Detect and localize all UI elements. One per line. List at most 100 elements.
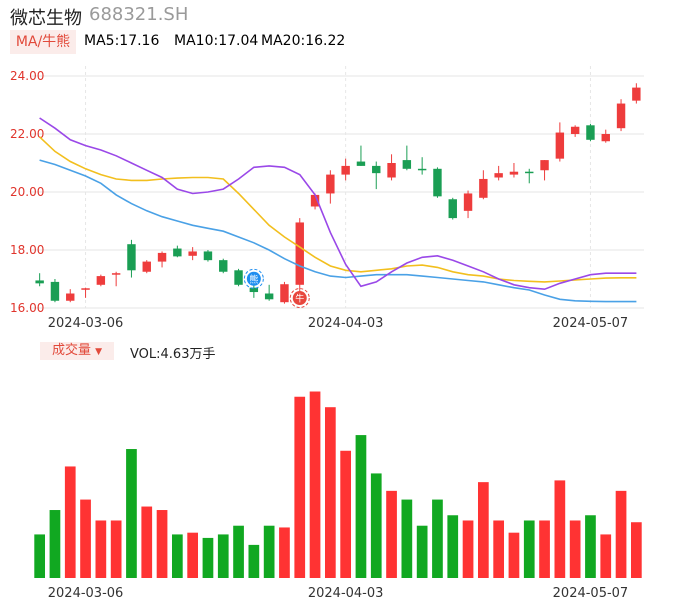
y-tick-label: 16.00 — [10, 301, 44, 315]
candle-body — [387, 163, 396, 178]
candle-body — [81, 288, 90, 290]
candle-body — [601, 134, 610, 142]
volume-bar — [171, 534, 183, 578]
candle-body — [479, 178, 488, 198]
ma20-label: MA20:16.22 — [261, 33, 346, 49]
candle-body — [264, 293, 274, 300]
stock-name: 微芯生物 — [10, 8, 82, 29]
volume-bar — [126, 449, 137, 578]
volume-bar — [493, 520, 505, 578]
volume-x-tick-label: 2024-03-06 — [48, 586, 124, 601]
candle-body — [234, 270, 243, 285]
candle-body — [570, 126, 580, 134]
candle-body — [66, 293, 75, 301]
ma5-label: MA5:17.16 — [84, 33, 160, 49]
x-tick-label: 2024-03-06 — [48, 316, 124, 331]
y-tick-label: 20.00 — [10, 185, 44, 199]
volume-bar — [477, 482, 489, 578]
candle-body — [616, 103, 626, 129]
volume-bar — [80, 499, 91, 578]
volume-bar — [340, 450, 352, 578]
marker-ring — [243, 268, 264, 289]
marker-ring — [289, 288, 310, 309]
volume-bar — [370, 473, 382, 578]
candle-body — [249, 287, 259, 293]
volume-bar — [217, 534, 229, 578]
volume-bar — [248, 544, 260, 578]
volume-bar — [34, 534, 46, 578]
candle-body — [509, 171, 519, 175]
volume-bar — [539, 520, 550, 578]
volume-bar — [202, 537, 214, 578]
volume-tag-label: 成交量 — [51, 343, 91, 358]
volume-bar — [355, 435, 367, 578]
candle-body — [127, 244, 136, 271]
candle-body — [433, 168, 442, 197]
candle-body — [142, 261, 151, 272]
y-tick-label: 24.00 — [10, 69, 44, 83]
volume-bar — [386, 490, 397, 578]
volume-x-tick-label: 2024-04-03 — [308, 586, 384, 601]
candle-body — [310, 194, 320, 207]
dropdown-triangle-icon: ▼ — [95, 347, 103, 357]
volume-bar — [309, 391, 321, 578]
candle-body — [463, 193, 473, 211]
volume-indicator-tag[interactable]: 成交量 ▼ — [40, 342, 114, 360]
candle-body — [632, 87, 641, 101]
volume-bar — [630, 522, 642, 578]
volume-bar — [95, 520, 107, 578]
candle-body — [280, 284, 289, 303]
candle-body — [356, 161, 366, 166]
volume-bar — [569, 520, 581, 578]
volume-bar — [401, 499, 413, 578]
volume-bar — [432, 499, 443, 578]
candle-body — [188, 251, 197, 256]
volume-bar — [49, 510, 61, 578]
candle-body — [525, 171, 534, 174]
ma-indicator-tag[interactable]: MA/牛熊 — [10, 30, 76, 54]
volume-bar — [233, 525, 244, 578]
volume-value-label: VOL:4.63万手 — [130, 347, 216, 362]
volume-bar — [110, 520, 122, 578]
candle-body — [219, 260, 228, 272]
candle-body — [417, 168, 427, 171]
candle-body — [448, 199, 457, 219]
candle-body — [540, 160, 549, 171]
candle-body — [494, 173, 503, 178]
volume-x-tick-label: 2024-05-07 — [553, 586, 629, 601]
volume-bar — [523, 520, 535, 578]
marker-label: 牛 — [295, 293, 304, 305]
volume-bar — [585, 515, 596, 578]
volume-bar — [447, 515, 459, 578]
candle-body — [341, 165, 350, 175]
candle-body — [586, 125, 595, 140]
candle-body — [111, 273, 121, 275]
volume-bar — [294, 396, 306, 578]
volume-bar — [187, 532, 199, 578]
candle-body — [555, 132, 565, 159]
x-tick-label: 2024-05-07 — [553, 316, 629, 331]
candle-body — [50, 281, 60, 301]
volume-bar — [462, 520, 474, 578]
volume-bar — [141, 506, 153, 578]
stock-code: 688321.SH — [89, 4, 189, 25]
volume-bar — [263, 525, 275, 578]
candle-body — [326, 174, 335, 194]
ma5-line — [39, 117, 637, 291]
volume-bar — [508, 532, 520, 578]
volume-bar — [279, 527, 290, 578]
candle-body — [402, 160, 412, 169]
volume-bar — [324, 407, 336, 578]
y-tick-label: 18.00 — [10, 243, 44, 257]
candle-body — [96, 276, 106, 285]
candle-body — [157, 252, 167, 262]
candle-body — [173, 248, 182, 257]
volume-bar — [615, 490, 627, 578]
volume-bar — [64, 466, 76, 578]
bull-marker — [292, 291, 307, 306]
candle-body — [203, 251, 213, 261]
y-tick-label: 22.00 — [10, 127, 44, 141]
candle-body — [295, 222, 304, 285]
marker-label: 熊 — [249, 273, 258, 285]
